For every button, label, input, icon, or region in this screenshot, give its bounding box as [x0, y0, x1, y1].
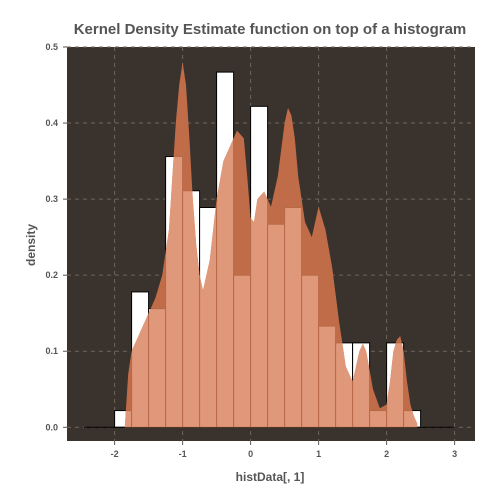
overlap-bar [369, 410, 388, 428]
x-tick-label: 3 [452, 449, 457, 459]
y-tick-label: 0.0 [45, 422, 58, 432]
kde-histogram-overlap [124, 71, 418, 428]
y-tick-label: 0.5 [45, 42, 58, 52]
y-tick-label: 0.3 [45, 194, 58, 204]
y-tick-label: 0.2 [45, 270, 58, 280]
x-axis-ticks: -2 -1 0 1 2 3 [111, 441, 457, 459]
chart-title: Kernel Density Estimate function on top … [74, 21, 467, 38]
y-axis-ticks: 0.0 0.1 0.2 0.3 0.4 0.5 [45, 42, 67, 432]
overlap-bar [301, 274, 320, 428]
x-axis-label: histData[, 1] [236, 470, 305, 484]
y-tick-label: 0.4 [45, 118, 58, 128]
overlap-bar [284, 206, 303, 428]
x-tick-label: 1 [316, 449, 321, 459]
x-tick-label: -2 [111, 449, 119, 459]
overlap-bar [233, 274, 252, 428]
y-tick-label: 0.1 [45, 346, 58, 356]
overlap-bar [148, 308, 167, 428]
x-tick-label: 0 [248, 449, 253, 459]
overlap-bar [267, 223, 286, 428]
x-tick-label: -1 [179, 449, 187, 459]
x-tick-label: 2 [384, 449, 389, 459]
overlap-bar [318, 325, 337, 428]
kde-density-area [124, 62, 418, 428]
y-axis-label: density [24, 224, 38, 266]
